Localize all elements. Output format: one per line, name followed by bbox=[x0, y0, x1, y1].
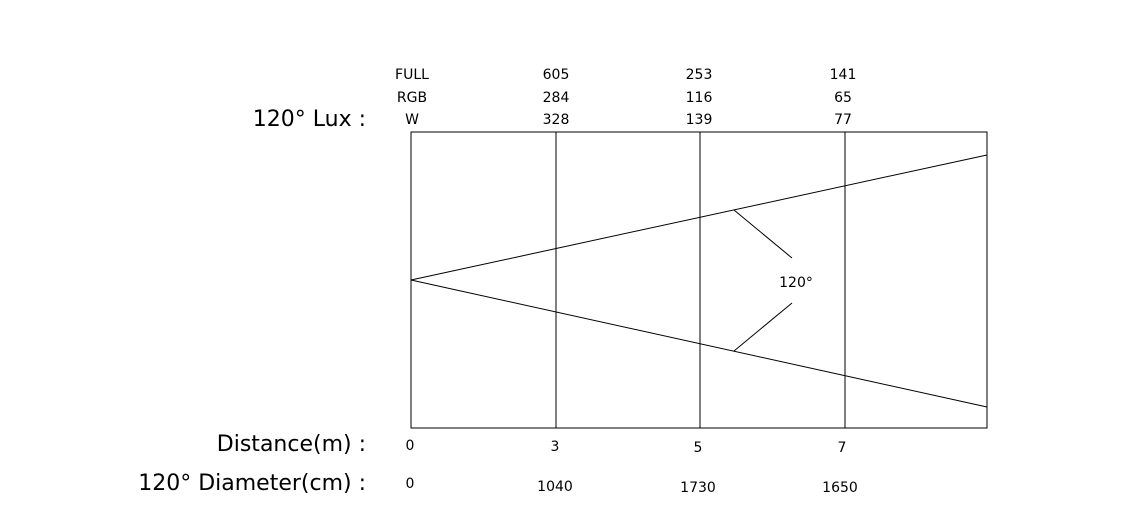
angle-leader-lower bbox=[733, 302, 793, 352]
diameter-7m: 1650 bbox=[822, 480, 858, 496]
lux-w-3m: 328 bbox=[543, 112, 570, 128]
beam-angle-label: 120° bbox=[779, 275, 813, 291]
diameter-3m: 1040 bbox=[537, 479, 573, 495]
diameter-label: 120° Diameter(cm) : bbox=[138, 471, 366, 496]
diameter-5m: 1730 bbox=[680, 480, 716, 496]
lux-rgb-3m: 284 bbox=[543, 90, 570, 106]
lux-rgb-5m: 116 bbox=[686, 90, 713, 106]
distance-label: Distance(m) : bbox=[217, 432, 366, 457]
lux-full-3m: 605 bbox=[543, 67, 570, 83]
diagram-frame bbox=[410, 131, 988, 429]
lux-rgb-7m: 65 bbox=[834, 90, 852, 106]
distance-3: 3 bbox=[551, 439, 560, 455]
row-label-w: W bbox=[405, 112, 419, 128]
lux-label: 120° Lux : bbox=[253, 107, 366, 132]
angle-leader-upper bbox=[733, 209, 793, 259]
beam-upper-edge bbox=[410, 154, 988, 281]
row-label-full: FULL bbox=[395, 67, 429, 83]
distance-7: 7 bbox=[838, 440, 847, 456]
row-label-rgb: RGB bbox=[397, 90, 427, 106]
lux-full-5m: 253 bbox=[686, 67, 713, 83]
diameter-0: 0 bbox=[406, 476, 415, 492]
lux-w-5m: 139 bbox=[686, 112, 713, 128]
distance-0: 0 bbox=[406, 438, 415, 454]
lux-w-7m: 77 bbox=[834, 112, 852, 128]
lux-full-7m: 141 bbox=[830, 67, 857, 83]
beam-lower-edge bbox=[410, 279, 988, 408]
distance-5: 5 bbox=[694, 440, 703, 456]
